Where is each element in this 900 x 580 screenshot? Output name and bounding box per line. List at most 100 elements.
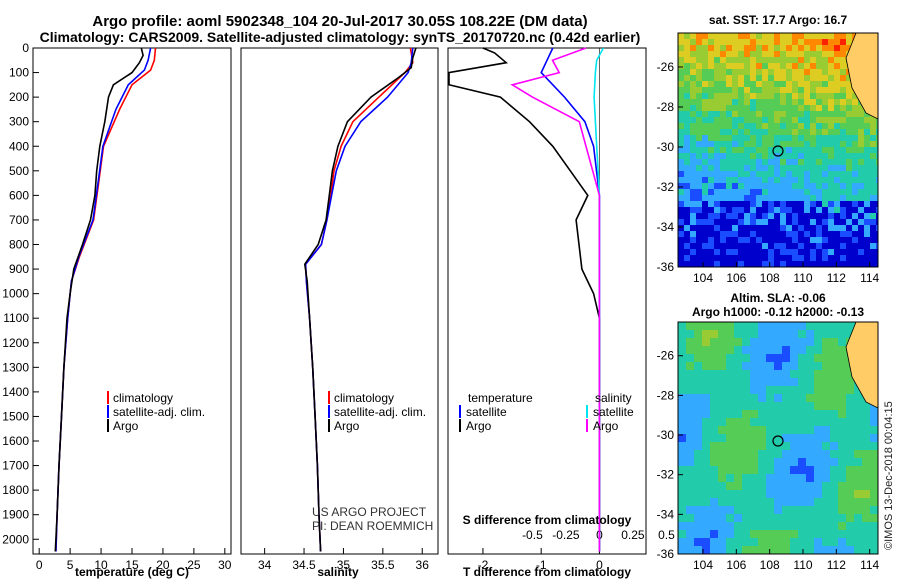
map-cell	[766, 426, 774, 434]
map-cell	[750, 546, 758, 554]
map-cell	[804, 171, 810, 177]
map-cell	[810, 75, 816, 81]
map-cell	[690, 105, 696, 111]
map-cell	[758, 506, 766, 514]
map-cell	[718, 498, 726, 506]
map-cell	[806, 514, 814, 522]
map-cell	[822, 147, 828, 153]
map-cell	[726, 338, 734, 346]
map-cell	[756, 117, 762, 123]
map-cell	[810, 201, 816, 207]
map-cell	[686, 506, 694, 514]
map-cell	[816, 111, 822, 117]
map-cell	[734, 450, 742, 458]
map-cell	[814, 402, 822, 410]
map-cell	[684, 183, 690, 189]
map-cell	[762, 129, 768, 135]
map-cell	[756, 105, 762, 111]
temperature-axes	[32, 47, 232, 555]
map-cell	[870, 530, 878, 538]
map-cell	[834, 255, 840, 261]
map-cell	[864, 171, 870, 177]
map-cell	[780, 159, 786, 165]
map-cell	[690, 159, 696, 165]
map-cell	[718, 354, 726, 362]
map-cell	[694, 490, 702, 498]
map-cell	[678, 530, 686, 538]
map-cell	[750, 189, 756, 195]
map-cell	[750, 442, 758, 450]
map-cell	[870, 261, 876, 267]
map-cell	[780, 117, 786, 123]
map-cell	[714, 201, 720, 207]
map-cell	[696, 111, 702, 117]
map-cell	[758, 490, 766, 498]
map-cell	[790, 338, 798, 346]
map-cell	[768, 207, 774, 213]
map-cell	[810, 219, 816, 225]
map-cell	[846, 189, 852, 195]
map-cell	[806, 394, 814, 402]
map-cell	[744, 81, 750, 87]
map-cell	[750, 51, 756, 57]
map-cell	[718, 450, 726, 458]
map-cell	[684, 231, 690, 237]
map-cell	[798, 426, 806, 434]
map-cell	[782, 434, 790, 442]
map-cell	[798, 231, 804, 237]
map-cell	[684, 243, 690, 249]
map-cell	[798, 207, 804, 213]
map-cell	[750, 117, 756, 123]
map-cell	[678, 219, 684, 225]
map-cell	[694, 338, 702, 346]
map-cell	[822, 450, 830, 458]
map-cell	[834, 207, 840, 213]
map-cell	[696, 135, 702, 141]
map-cell	[678, 458, 686, 466]
map-cell	[734, 346, 742, 354]
map-cell	[756, 111, 762, 117]
map-cell	[864, 141, 870, 147]
map-cell	[768, 75, 774, 81]
map-cell	[830, 450, 838, 458]
map-cell	[678, 450, 686, 458]
map-cell	[714, 57, 720, 63]
map-cell	[814, 426, 822, 434]
map-cell	[702, 538, 710, 546]
map-cell	[854, 538, 862, 546]
map-cell	[718, 458, 726, 466]
map-cell	[816, 99, 822, 105]
map-cell	[726, 117, 732, 123]
map-cell	[702, 213, 708, 219]
map-cell	[830, 370, 838, 378]
map-cell	[822, 213, 828, 219]
map-cell	[762, 153, 768, 159]
map-cell	[710, 330, 718, 338]
map-cell	[790, 378, 798, 386]
sst-map-ticks: 104 106 108 110 112 114-26-28-30-32-34-36	[657, 60, 880, 285]
map-cell	[702, 522, 710, 530]
map-cell	[806, 474, 814, 482]
map-cell	[708, 201, 714, 207]
map-cell	[708, 123, 714, 129]
map-cell	[678, 33, 684, 39]
map-cell	[816, 135, 822, 141]
map-cell	[742, 458, 750, 466]
map-cell	[708, 129, 714, 135]
map-cell	[814, 330, 822, 338]
map-cell	[858, 207, 864, 213]
map-cell	[876, 177, 878, 183]
map-cell	[786, 81, 792, 87]
map-cell	[870, 141, 876, 147]
map-cell	[702, 189, 708, 195]
map-cell	[822, 322, 830, 330]
map-cell	[822, 105, 828, 111]
map-cell	[846, 450, 854, 458]
map-cell	[744, 213, 750, 219]
map-cell	[798, 105, 804, 111]
map-cell	[862, 474, 870, 482]
map-cell	[732, 195, 738, 201]
map-cell	[792, 159, 798, 165]
x-tick-label: 5	[67, 558, 74, 572]
map-cell	[768, 111, 774, 117]
